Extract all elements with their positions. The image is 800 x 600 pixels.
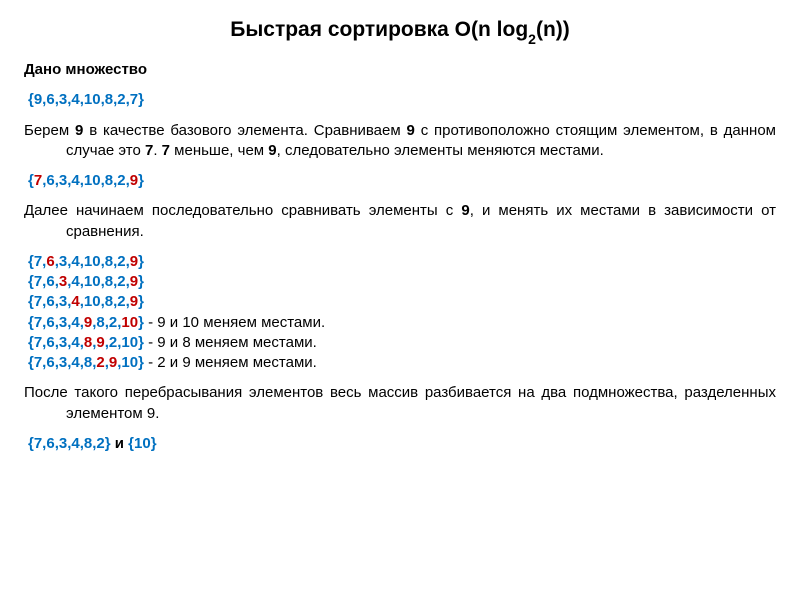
step-token: 7, [34, 253, 47, 270]
text-run: 7 [162, 142, 170, 159]
title-suffix: (n)) [536, 18, 570, 41]
step-token: 9 [130, 253, 138, 270]
step-token: 3 [59, 273, 67, 290]
step-token: } [138, 253, 144, 270]
step-token: ,10,8,2, [80, 293, 130, 310]
paragraph-2: Далее начинаем последовательно сравниват… [24, 201, 776, 242]
step-token: ,8,2, [92, 314, 121, 331]
swap-result-1: {7,6,3,4,10,8,2,9} [28, 171, 776, 191]
result-sets: {7,6,3,4,8,2} и {10} [28, 434, 776, 454]
text-run: . [153, 142, 161, 159]
step-note: - 9 и 10 меняем местами. [144, 314, 325, 331]
brace-close: } [138, 91, 144, 108]
step-token: ,4,10,8,2, [67, 273, 130, 290]
s1-r1: 7 [34, 172, 42, 189]
step-line: {7,6,3,4,9,8,2,10} - 9 и 10 меняем места… [28, 313, 776, 333]
step-token: 9 [96, 334, 104, 351]
step-token: ,10 [117, 354, 138, 371]
step-token: 7,6,3,4, [34, 314, 84, 331]
step-line: {7,6,3,4,8,9,2,10} - 9 и 8 меняем местам… [28, 333, 776, 353]
step-token: 7,6,3,4, [34, 334, 84, 351]
res-close2: } [151, 435, 157, 452]
step-token: 8 [84, 334, 92, 351]
s1-mid: ,6,3,4,10,8,2, [42, 172, 130, 189]
step-token: ,2,10 [105, 334, 138, 351]
res-and: и [111, 435, 129, 452]
step-token: } [138, 293, 144, 310]
step-token: 9 [84, 314, 92, 331]
step-token: 9 [109, 354, 117, 371]
step-token: 9 [130, 273, 138, 290]
steps-block: {7,6,3,4,10,8,2,9}{7,6,3,4,10,8,2,9}{7,6… [28, 252, 776, 374]
text-run: меньше, чем [170, 142, 268, 159]
step-token: 7,6, [34, 273, 59, 290]
title-prefix: Быстрая сортировка O(n log [230, 18, 528, 41]
step-token: 7,6,3, [34, 293, 72, 310]
step-note: - 9 и 8 меняем местами. [144, 334, 317, 351]
step-line: {7,6,3,4,10,8,2,9} [28, 292, 776, 312]
step-token: 4 [71, 293, 79, 310]
step-line: {7,6,3,4,10,8,2,9} [28, 272, 776, 292]
content-section: Дано множество {9,6,3,4,10,8,2,7} Берем … [24, 60, 776, 454]
paragraph-1: Берем 9 в качестве базового элемента. Ср… [24, 121, 776, 162]
step-token: ,3,4,10,8,2, [55, 253, 130, 270]
step-note: - 2 и 9 меняем местами. [144, 354, 317, 371]
res-set2: 10 [134, 435, 151, 452]
step-line: {7,6,3,4,10,8,2,9} [28, 252, 776, 272]
given-label: Дано множество [24, 60, 776, 80]
step-token: } [138, 273, 144, 290]
step-token: 2 [96, 354, 104, 371]
step-token: 6 [46, 253, 54, 270]
initial-values: 9,6,3,4,10,8,2,7 [34, 91, 138, 108]
step-token: 9 [130, 293, 138, 310]
text-run: 9 [407, 122, 415, 139]
text-run: , следовательно элементы меняются местам… [277, 142, 604, 159]
text-run: в качестве базового элемента. Сравниваем [83, 122, 406, 139]
text-run: 9 [268, 142, 276, 159]
s1-r2: 9 [130, 172, 138, 189]
text-run: Берем [24, 122, 75, 139]
res-set1: 7,6,3,4,8,2 [34, 435, 105, 452]
paragraph-3: После такого перебрасывания элементов ве… [24, 383, 776, 424]
initial-set: {9,6,3,4,10,8,2,7} [28, 90, 776, 110]
title-sub: 2 [528, 31, 536, 47]
text-run: 9 [461, 202, 469, 219]
page-title: Быстрая сортировка O(n log2(n)) [24, 18, 776, 44]
step-token: 7,6,3,4,8, [34, 354, 97, 371]
s1-close: } [138, 172, 144, 189]
text-run: Далее начинаем последовательно сравниват… [24, 202, 461, 219]
step-token: 10 [121, 314, 138, 331]
step-line: {7,6,3,4,8,2,9,10} - 2 и 9 меняем местам… [28, 353, 776, 373]
